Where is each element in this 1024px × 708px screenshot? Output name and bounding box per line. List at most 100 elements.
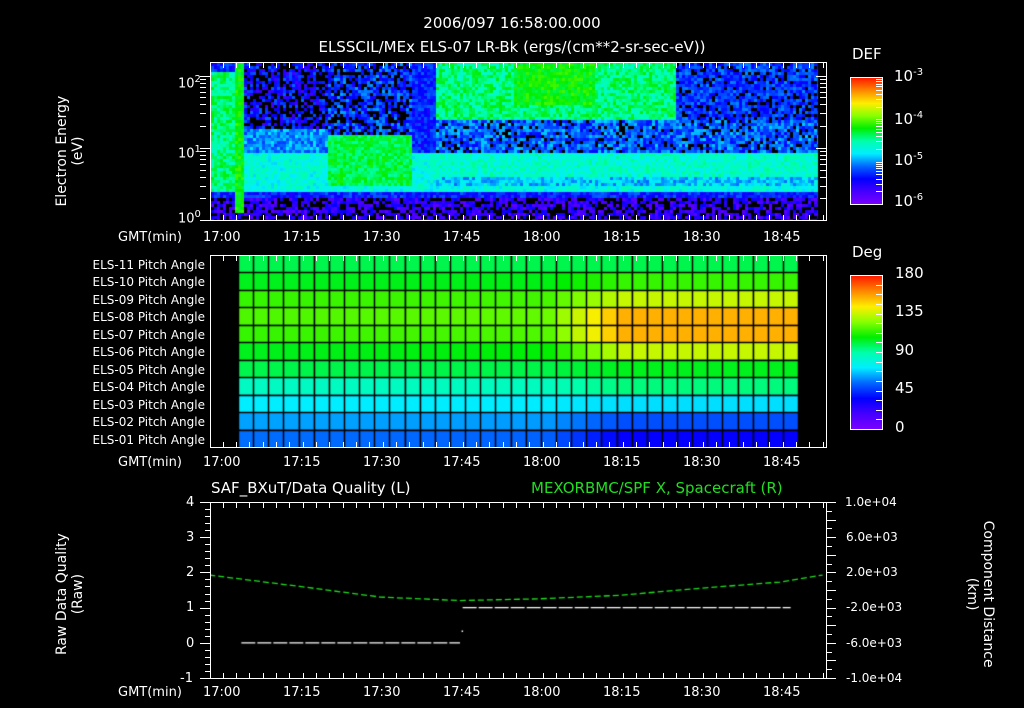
time-tick: 18:45 (763, 230, 801, 245)
axis-tick (436, 502, 437, 508)
axis-tick (876, 81, 882, 82)
axis-tick (756, 673, 757, 679)
axis-tick (200, 76, 210, 77)
axis-tick (596, 502, 597, 508)
axis-tick (743, 673, 744, 679)
axis-tick (569, 62, 570, 68)
axis-tick (409, 673, 410, 679)
axis-tick (876, 136, 882, 137)
axis-tick (649, 215, 650, 221)
dq-ytick: 2 (186, 565, 195, 580)
axis-tick (823, 215, 824, 221)
axis-tick (383, 215, 384, 221)
axis-tick (689, 442, 690, 448)
pitch-angle-row-label: ELS-02 Pitch Angle (92, 415, 205, 430)
axis-tick (756, 255, 757, 261)
axis-tick (703, 62, 704, 68)
axis-tick (529, 215, 530, 221)
axis-tick (369, 62, 370, 68)
axis-tick (205, 664, 210, 665)
data-quality-lines (211, 503, 826, 678)
axis-tick (716, 442, 717, 448)
axis-tick (396, 255, 397, 261)
axis-tick (729, 255, 730, 261)
axis-tick (729, 502, 730, 508)
axis-tick (756, 215, 757, 221)
axis-tick (820, 113, 826, 114)
axis-tick (876, 285, 882, 286)
axis-tick (543, 442, 544, 448)
axis-tick (876, 141, 882, 142)
axis-tick (826, 678, 836, 679)
axis-tick (820, 159, 826, 160)
deg-colorbar-title: Deg (852, 243, 883, 261)
time-tick: 18:45 (763, 685, 801, 700)
axis-tick (423, 255, 424, 261)
axis-tick (809, 502, 810, 508)
axis-tick (200, 87, 206, 88)
axis-tick (826, 572, 836, 573)
axis-tick (876, 410, 882, 411)
distance-ytick: -2.0e+03 (846, 600, 903, 614)
axis-tick (303, 442, 304, 448)
axis-tick (356, 255, 357, 261)
axis-tick (249, 673, 250, 679)
axis-tick (663, 502, 664, 508)
axis-tick (200, 572, 210, 573)
axis-tick (820, 164, 826, 165)
axis-tick (826, 511, 832, 512)
axis-tick (556, 215, 557, 221)
distance-ytick: 1.0e+04 (845, 495, 897, 509)
axis-tick (569, 442, 570, 448)
axis-tick (729, 673, 730, 679)
pitch-angle-grid-image (211, 256, 826, 447)
axis-tick (796, 255, 797, 261)
axis-tick (596, 442, 597, 448)
axis-tick (476, 215, 477, 221)
axis-tick (503, 442, 504, 448)
time-tick: 17:30 (363, 685, 401, 700)
energy-yunit-text: (eV) (70, 136, 86, 166)
axis-tick (636, 442, 637, 448)
axis-tick (223, 673, 224, 679)
axis-tick (236, 673, 237, 679)
axis-tick (200, 198, 206, 199)
axis-tick (729, 62, 730, 68)
axis-tick (583, 442, 584, 448)
axis-tick (316, 215, 317, 221)
axis-tick (236, 215, 237, 221)
axis-tick (583, 215, 584, 221)
axis-tick (463, 255, 464, 261)
axis-tick (489, 62, 490, 68)
component-distance-ylabel: Component Distance (km) (964, 494, 996, 694)
axis-tick (289, 442, 290, 448)
axis-tick (503, 62, 504, 68)
component-distance-yunit-text: (km) (964, 577, 980, 611)
data-quality-plot-frame (210, 502, 827, 679)
axis-tick (636, 255, 637, 261)
dq-ytick: 1 (186, 600, 195, 615)
axis-tick (609, 442, 610, 448)
axis-tick (396, 502, 397, 508)
axis-tick (205, 565, 210, 566)
axis-tick (543, 62, 544, 68)
axis-tick (876, 381, 882, 382)
axis-tick (876, 204, 882, 205)
axis-tick (543, 215, 544, 221)
axis-tick (343, 215, 344, 221)
pitch-angle-row-label: ELS-10 Pitch Angle (92, 275, 205, 290)
axis-tick (200, 537, 210, 538)
axis-tick (876, 371, 882, 372)
energy-ylabel: Electron Energy (eV) (54, 71, 86, 231)
axis-tick (369, 673, 370, 679)
time-tick: 17:00 (203, 455, 241, 470)
time-tick: 18:15 (603, 455, 641, 470)
energy-ytick-10: 101 (178, 144, 201, 162)
axis-tick (876, 362, 882, 363)
axis-tick (809, 62, 810, 68)
distance-ytick: 2.0e+03 (846, 565, 898, 579)
axis-tick (823, 62, 824, 68)
axis-tick (876, 171, 882, 172)
axis-tick (383, 442, 384, 448)
axis-tick (223, 502, 224, 508)
